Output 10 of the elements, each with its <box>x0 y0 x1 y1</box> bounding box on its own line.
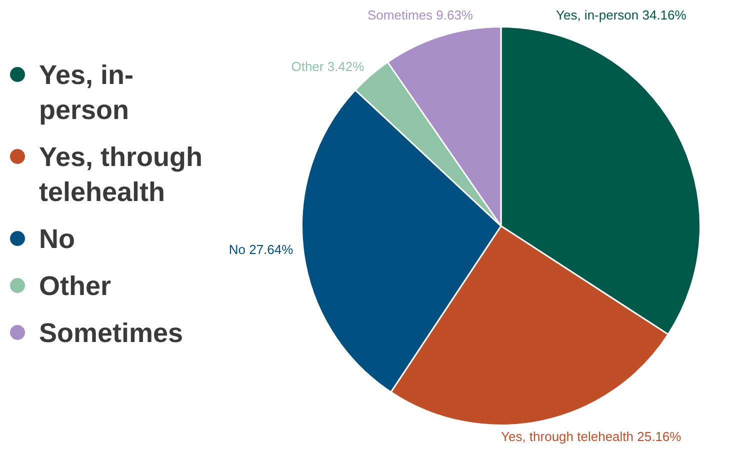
category-label: Sometimes 9.63% <box>368 7 473 22</box>
category-label: Other 3.42% <box>291 59 364 74</box>
legend-label: Sometimes <box>39 317 184 350</box>
category-label: No 27.64% <box>228 242 294 258</box>
legend-label: Other <box>39 270 112 303</box>
legend-label: Yes, through telehealth <box>39 141 204 209</box>
category-label: Yes, through telehealth 25.16% <box>501 428 682 444</box>
legend-label: No <box>39 223 76 256</box>
category-label: Yes, in-person 34.16% <box>556 7 686 22</box>
legend-label: Yes, in-person <box>39 59 135 127</box>
